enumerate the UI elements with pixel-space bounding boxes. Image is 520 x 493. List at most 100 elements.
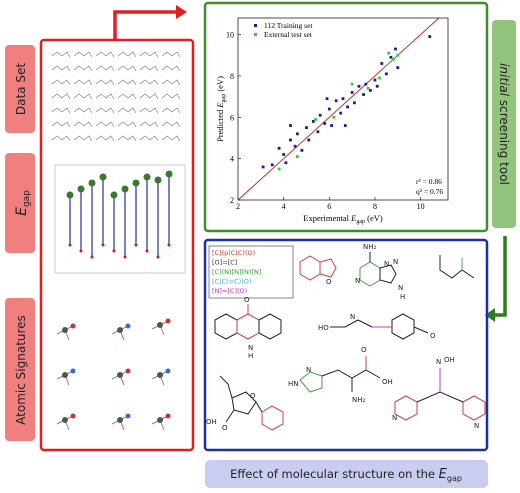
molecule-thumb <box>51 93 71 100</box>
mini-dot <box>68 243 72 247</box>
point <box>282 153 286 156</box>
atom-label: N <box>393 258 398 266</box>
molecule-thumb <box>51 135 71 142</box>
molecule-thumb <box>161 51 181 58</box>
point <box>289 138 292 142</box>
point <box>261 165 265 169</box>
point <box>325 97 329 101</box>
atom-label: NH₂ <box>352 396 366 404</box>
point <box>378 76 381 80</box>
molecule-thumb <box>73 107 93 114</box>
y-tick-label: 4 <box>230 155 234 164</box>
point <box>368 88 372 92</box>
molecule-thumb <box>117 121 137 128</box>
point <box>323 122 327 125</box>
axis-label-main: E <box>215 102 225 109</box>
legend-label: 112 Training set <box>264 21 313 30</box>
point <box>387 51 391 55</box>
tab <box>5 298 35 441</box>
point <box>357 84 361 88</box>
point <box>350 91 354 94</box>
atom-label: O <box>326 278 332 286</box>
x-tick-label: 6 <box>327 202 331 211</box>
molecule-thumb <box>161 65 181 72</box>
atom <box>117 327 123 333</box>
point <box>373 78 377 82</box>
legend-marker <box>254 33 257 36</box>
tab-label-rest: screening tool <box>497 96 511 185</box>
axis-label: Predicted Egap (eV) <box>215 76 227 142</box>
mini-dot <box>112 249 116 253</box>
molecule-thumb <box>139 79 159 86</box>
mini-dot <box>79 249 83 253</box>
point <box>350 82 354 86</box>
atom-label: O <box>430 332 436 340</box>
atom <box>62 417 68 423</box>
y-tick-label: 8 <box>230 72 234 81</box>
molecule-thumb <box>161 135 181 142</box>
mini-dot <box>99 173 107 181</box>
atom-label: HO <box>318 324 329 332</box>
molecule-thumb <box>95 51 115 58</box>
mini-dot <box>145 249 149 253</box>
atom-label: N <box>350 313 355 321</box>
point <box>396 53 400 57</box>
axis-label: Experimental Egap (eV) <box>303 213 383 225</box>
structure-panel <box>203 238 489 452</box>
point <box>316 130 320 134</box>
point <box>389 55 393 59</box>
atom-label: HN <box>288 380 299 388</box>
mini-dot <box>165 170 173 178</box>
atom-label: O <box>222 424 228 432</box>
point <box>311 120 315 123</box>
legend-label: External test set <box>264 30 313 39</box>
molecule-thumb <box>139 65 159 72</box>
fragment-entry: [C](p)C(C)(O) <box>212 249 255 257</box>
point <box>305 126 308 130</box>
mini-dot <box>143 173 151 181</box>
point <box>341 97 345 101</box>
molecule-thumb <box>51 107 71 114</box>
molecule-thumb <box>161 93 181 100</box>
atom-label: N <box>355 277 360 285</box>
atom-label: N <box>436 358 441 366</box>
point <box>289 124 292 127</box>
molecule-thumb <box>95 93 115 100</box>
arrow-head <box>176 5 187 19</box>
mini-dot <box>66 191 74 199</box>
molecule-thumb <box>95 65 115 72</box>
mini-dot <box>156 255 160 259</box>
atom-label: N <box>306 366 311 374</box>
point <box>277 167 281 171</box>
y-tick-label: 10 <box>226 31 234 40</box>
molecule-thumb <box>73 79 93 86</box>
point <box>396 66 400 70</box>
atom <box>125 368 131 374</box>
atom <box>165 318 171 324</box>
point <box>362 93 365 96</box>
x-tick-label: 8 <box>373 202 377 211</box>
fragment-legend <box>208 245 294 299</box>
caption-sub: gap <box>447 474 462 483</box>
mini-dot <box>167 243 171 247</box>
atom-label: OH <box>382 378 393 386</box>
mini-dot <box>90 255 94 259</box>
point <box>293 144 297 148</box>
y-tick-label: 2 <box>230 196 234 205</box>
mini-dot <box>101 243 105 247</box>
mini-chart <box>54 164 186 274</box>
atom <box>70 323 76 329</box>
mini-dot <box>154 176 162 184</box>
atom-label: H <box>400 293 405 301</box>
point <box>353 101 356 105</box>
point <box>394 47 397 51</box>
atom-label: N <box>384 260 389 268</box>
point <box>270 163 274 167</box>
atom <box>125 323 131 329</box>
point <box>384 72 388 76</box>
tab-label-sub: gap <box>22 190 32 207</box>
atom <box>70 368 76 374</box>
molecule-thumb <box>51 65 71 72</box>
molecule-thumb <box>51 51 71 58</box>
